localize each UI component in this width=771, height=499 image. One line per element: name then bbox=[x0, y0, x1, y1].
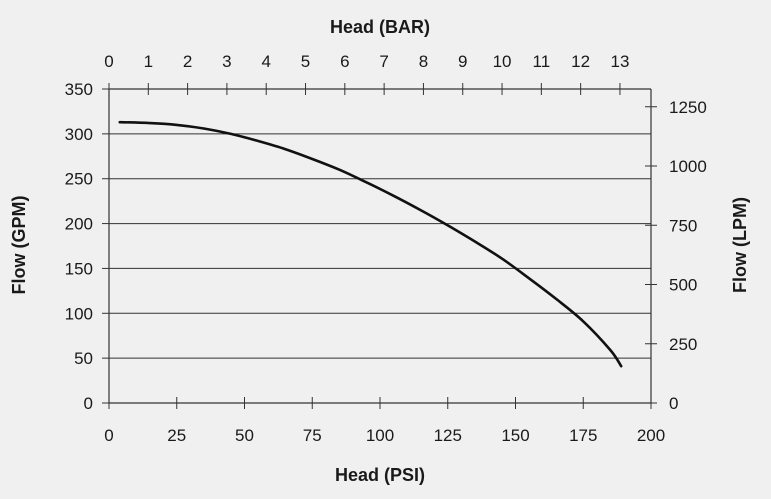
x2-tick-label-12: 12 bbox=[571, 52, 590, 71]
x2-tick-label-1: 1 bbox=[144, 52, 153, 71]
x-tick-label-2: 50 bbox=[235, 426, 254, 445]
y-tick-label-5: 250 bbox=[65, 170, 93, 189]
y-tick-label-7: 350 bbox=[65, 80, 93, 99]
y2-tick-label-1: 250 bbox=[669, 335, 697, 354]
bottom-axis-title: Head (PSI) bbox=[335, 465, 425, 485]
y2-tick-label-4: 1000 bbox=[669, 157, 707, 176]
x2-tick-label-7: 7 bbox=[379, 52, 388, 71]
series-line-0 bbox=[118, 120, 623, 368]
x-tick-label-3: 75 bbox=[303, 426, 322, 445]
right-axis-title: Flow (LPM) bbox=[730, 197, 750, 293]
x2-tick-label-3: 3 bbox=[222, 52, 231, 71]
x-tick-label-7: 175 bbox=[569, 426, 597, 445]
top-axis-title: Head (BAR) bbox=[330, 17, 430, 37]
y-tick-label-2: 100 bbox=[65, 304, 93, 323]
y2-tick-label-0: 0 bbox=[669, 394, 678, 413]
x2-tick-label-4: 4 bbox=[261, 52, 270, 71]
x-tick-label-4: 100 bbox=[366, 426, 394, 445]
y-tick-label-6: 300 bbox=[65, 125, 93, 144]
x2-tick-label-10: 10 bbox=[493, 52, 512, 71]
left-axis-title: Flow (GPM) bbox=[9, 196, 29, 295]
x2-tick-label-2: 2 bbox=[183, 52, 192, 71]
x2-tick-label-0: 0 bbox=[104, 52, 113, 71]
y2-tick-label-5: 1250 bbox=[669, 98, 707, 117]
y-tick-label-3: 150 bbox=[65, 259, 93, 278]
x-tick-label-5: 125 bbox=[434, 426, 462, 445]
y2-tick-label-3: 750 bbox=[669, 216, 697, 235]
x2-tick-label-5: 5 bbox=[301, 52, 310, 71]
x2-tick-label-13: 13 bbox=[610, 52, 629, 71]
x-tick-label-6: 150 bbox=[501, 426, 529, 445]
x2-tick-label-6: 6 bbox=[340, 52, 349, 71]
y-tick-label-4: 200 bbox=[65, 215, 93, 234]
x2-tick-label-9: 9 bbox=[458, 52, 467, 71]
x2-tick-label-8: 8 bbox=[419, 52, 428, 71]
x-tick-label-1: 25 bbox=[167, 426, 186, 445]
y2-tick-label-2: 500 bbox=[669, 276, 697, 295]
x-tick-label-8: 200 bbox=[637, 426, 665, 445]
y-tick-label-0: 0 bbox=[84, 394, 93, 413]
x-tick-label-0: 0 bbox=[104, 426, 113, 445]
y-tick-label-1: 50 bbox=[74, 349, 93, 368]
x2-tick-label-11: 11 bbox=[533, 52, 551, 71]
